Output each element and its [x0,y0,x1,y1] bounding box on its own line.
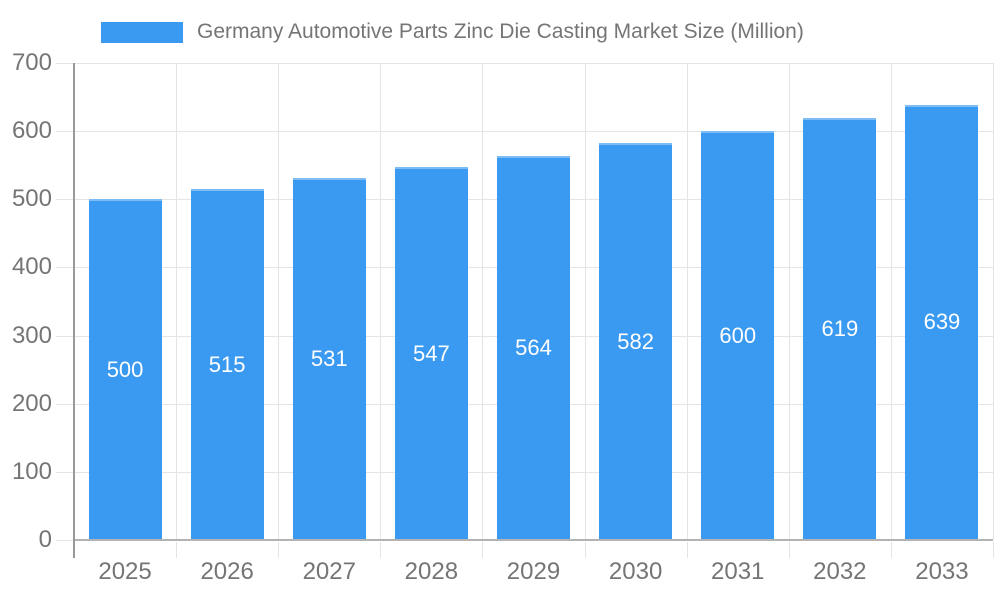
y-axis-label: 0 [38,526,52,553]
y-axis-tick [56,267,74,269]
x-axis-label: 2030 [608,558,663,585]
y-axis-tick [56,540,74,541]
x-axis-tick [278,542,280,558]
bar-2030[interactable] [599,143,673,540]
gridline-vertical [686,63,688,540]
y-axis-label: 500 [11,185,52,213]
y-axis-label: 200 [11,389,52,417]
bar-value-label: 547 [413,340,450,366]
legend[interactable]: Germany Automotive Parts Zinc Die Castin… [101,16,804,48]
bar-value-label: 582 [617,328,654,354]
gridline-horizontal [74,131,993,133]
x-axis-label: 2025 [98,558,152,585]
y-axis-tick [56,199,74,201]
y-axis-tick [56,63,74,64]
gridline-vertical [890,63,892,540]
y-axis-label: 100 [11,457,52,485]
x-axis-label: 2032 [813,558,867,585]
bar-2025[interactable] [88,199,162,540]
x-axis-line [74,539,993,541]
x-axis-label: 2033 [915,558,969,585]
x-axis-tick [380,542,382,558]
gridline-vertical [788,63,790,540]
bar-2029[interactable] [497,155,570,540]
x-axis-label: 2028 [404,558,459,585]
bar-value-label: 531 [310,346,348,372]
y-axis-line [73,63,75,558]
gridline-vertical [993,63,994,540]
y-axis-label: 700 [11,49,52,76]
legend-swatch[interactable] [101,21,183,43]
y-axis-tick [56,131,74,133]
y-axis-tick [56,335,74,337]
gridline-vertical [584,63,586,540]
y-axis-tick [56,403,74,405]
bar-value-label: 639 [923,309,961,335]
x-axis-tick [584,542,586,558]
bar-2026[interactable] [190,189,264,540]
y-axis-label: 400 [11,253,52,281]
y-axis-tick [56,471,74,473]
gridline-vertical [278,63,280,540]
x-axis-label: 2027 [302,558,356,585]
y-axis-label: 600 [11,117,52,145]
x-axis-tick [176,542,178,558]
x-axis-label: 2026 [200,558,254,585]
y-axis-label: 300 [11,321,52,349]
bar-value-label: 515 [208,351,246,377]
bar-2027[interactable] [292,178,366,540]
x-axis-label: 2031 [711,558,765,585]
bar-value-label: 564 [515,334,552,360]
bar-2032[interactable] [803,118,877,540]
gridline-horizontal [74,63,993,64]
x-axis-tick [890,542,892,558]
x-axis-label: 2029 [506,558,561,585]
bar-value-label: 500 [106,356,144,382]
x-axis-tick [993,542,994,558]
bar-value-label: 600 [719,322,757,348]
gridline-vertical [176,63,178,540]
bar-value-label: 619 [821,316,859,342]
gridline-vertical [482,63,484,540]
bar-2028[interactable] [394,167,468,540]
x-axis-tick [482,542,484,558]
x-axis-tick [686,542,688,558]
bar-2031[interactable] [701,131,775,540]
legend-label: Germany Automotive Parts Zinc Die Castin… [197,20,804,43]
gridline-vertical [380,63,382,540]
x-axis-tick [788,542,790,558]
bar-2033[interactable] [905,104,979,540]
